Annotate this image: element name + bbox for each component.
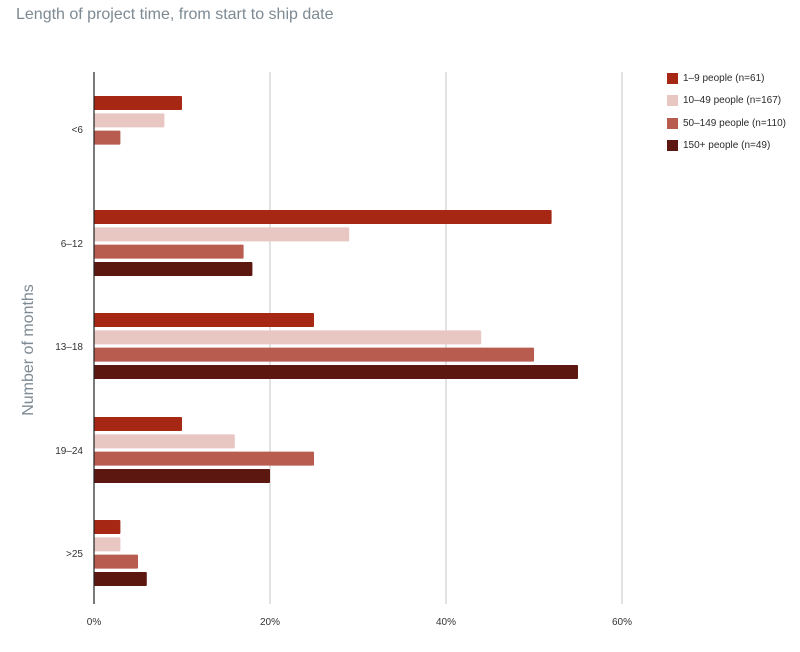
legend-label: 50–149 people (n=110) (683, 117, 786, 129)
bar (94, 417, 182, 432)
legend-swatch (667, 72, 678, 84)
y-tick-label: 13–18 (55, 342, 83, 353)
bar (94, 571, 147, 586)
bar (94, 244, 244, 259)
bar (94, 554, 138, 569)
bar (94, 227, 350, 242)
legend-swatch (667, 95, 678, 107)
y-tick-label: <6 (72, 125, 84, 136)
x-tick-label: 40% (436, 617, 456, 628)
y-tick-labels: <6 6–12 13–18 19–24 >25 (55, 125, 83, 560)
bar (94, 330, 482, 345)
chart-title: Length of project time, from start to sh… (16, 6, 334, 23)
bars (94, 96, 578, 586)
legend-item: 10–49 people (n=167) (667, 90, 786, 113)
legend-label: 1–9 people (n=61) (683, 72, 765, 84)
x-tick-label: 20% (260, 617, 280, 628)
legend-item: 50–149 people (n=110) (667, 112, 786, 135)
bar (94, 210, 552, 225)
bar (94, 113, 165, 128)
bar (94, 261, 253, 276)
bar (94, 468, 270, 483)
y-tick-label: >25 (66, 549, 83, 560)
bar (94, 537, 121, 552)
bar (94, 313, 314, 328)
bar (94, 520, 121, 535)
bar (94, 364, 578, 379)
bar (94, 451, 314, 466)
x-tick-label: 0% (87, 617, 102, 628)
y-axis-label: Number of months (20, 284, 37, 416)
legend-item: 1–9 people (n=61) (667, 67, 786, 90)
legend-label: 150+ people (n=49) (683, 140, 771, 152)
bar (94, 434, 235, 449)
bar (94, 347, 534, 362)
legend: 1–9 people (n=61) 10–49 people (n=167) 50–… (667, 67, 786, 157)
bar (94, 96, 182, 111)
y-tick-label: 19–24 (55, 446, 83, 457)
x-tick-label: 60% (612, 617, 632, 628)
legend-item: 150+ people (n=49) (667, 135, 786, 158)
legend-swatch (667, 140, 678, 152)
legend-swatch (667, 117, 678, 129)
legend-label: 10–49 people (n=167) (683, 95, 782, 107)
bar (94, 130, 121, 145)
x-tick-labels: 0% 20% 40% 60% (87, 617, 632, 628)
y-tick-label: 6–12 (61, 239, 84, 250)
